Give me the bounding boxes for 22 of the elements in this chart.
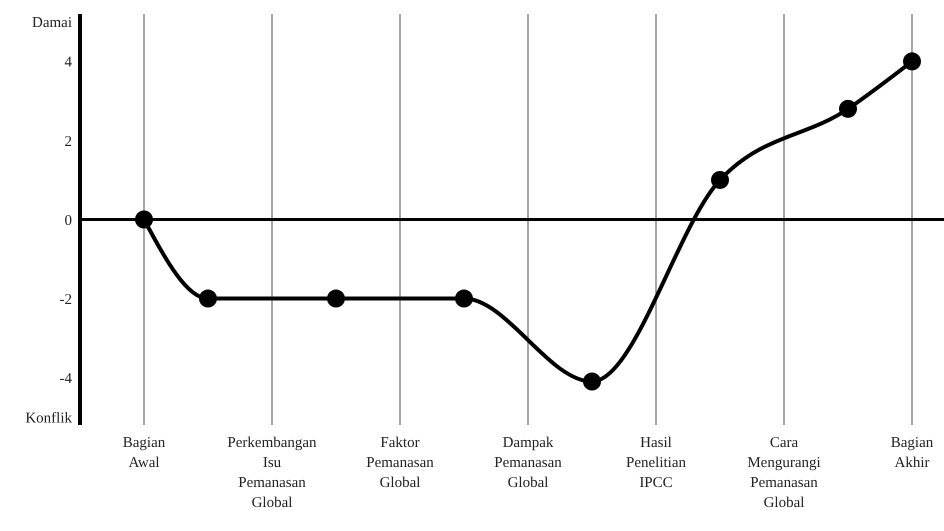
y-tick-label: 0 — [64, 212, 72, 229]
y-tick-label: Konflik — [25, 410, 72, 426]
point — [455, 290, 473, 308]
point — [327, 290, 345, 308]
x-tick-label: Perkembangan Isu Pemanasan Global — [227, 435, 318, 511]
y-tick-label: -4 — [60, 370, 72, 387]
x-tick-label: Bagian Akhir — [890, 435, 934, 471]
x-tick-label: Cara Mengurangi Pemanasan Global — [747, 435, 821, 511]
y-tick-label: -2 — [60, 292, 72, 308]
x-tick-label: Dampak Pemanasan Global — [494, 435, 562, 491]
x-tick-label: Faktor Pemanasan Global — [366, 435, 434, 491]
x-tick-label: Bagian Awal — [122, 435, 166, 471]
point — [711, 170, 729, 189]
y-tick-label: 4 — [64, 54, 72, 71]
point — [199, 290, 217, 308]
point — [903, 52, 921, 70]
x-tick-label: Hasil Penelitian IPCC — [626, 435, 686, 491]
point — [583, 372, 601, 391]
point — [839, 100, 857, 118]
y-tick-label: Damai — [32, 15, 72, 32]
point — [135, 210, 153, 228]
y-tick-label: 2 — [64, 134, 72, 150]
